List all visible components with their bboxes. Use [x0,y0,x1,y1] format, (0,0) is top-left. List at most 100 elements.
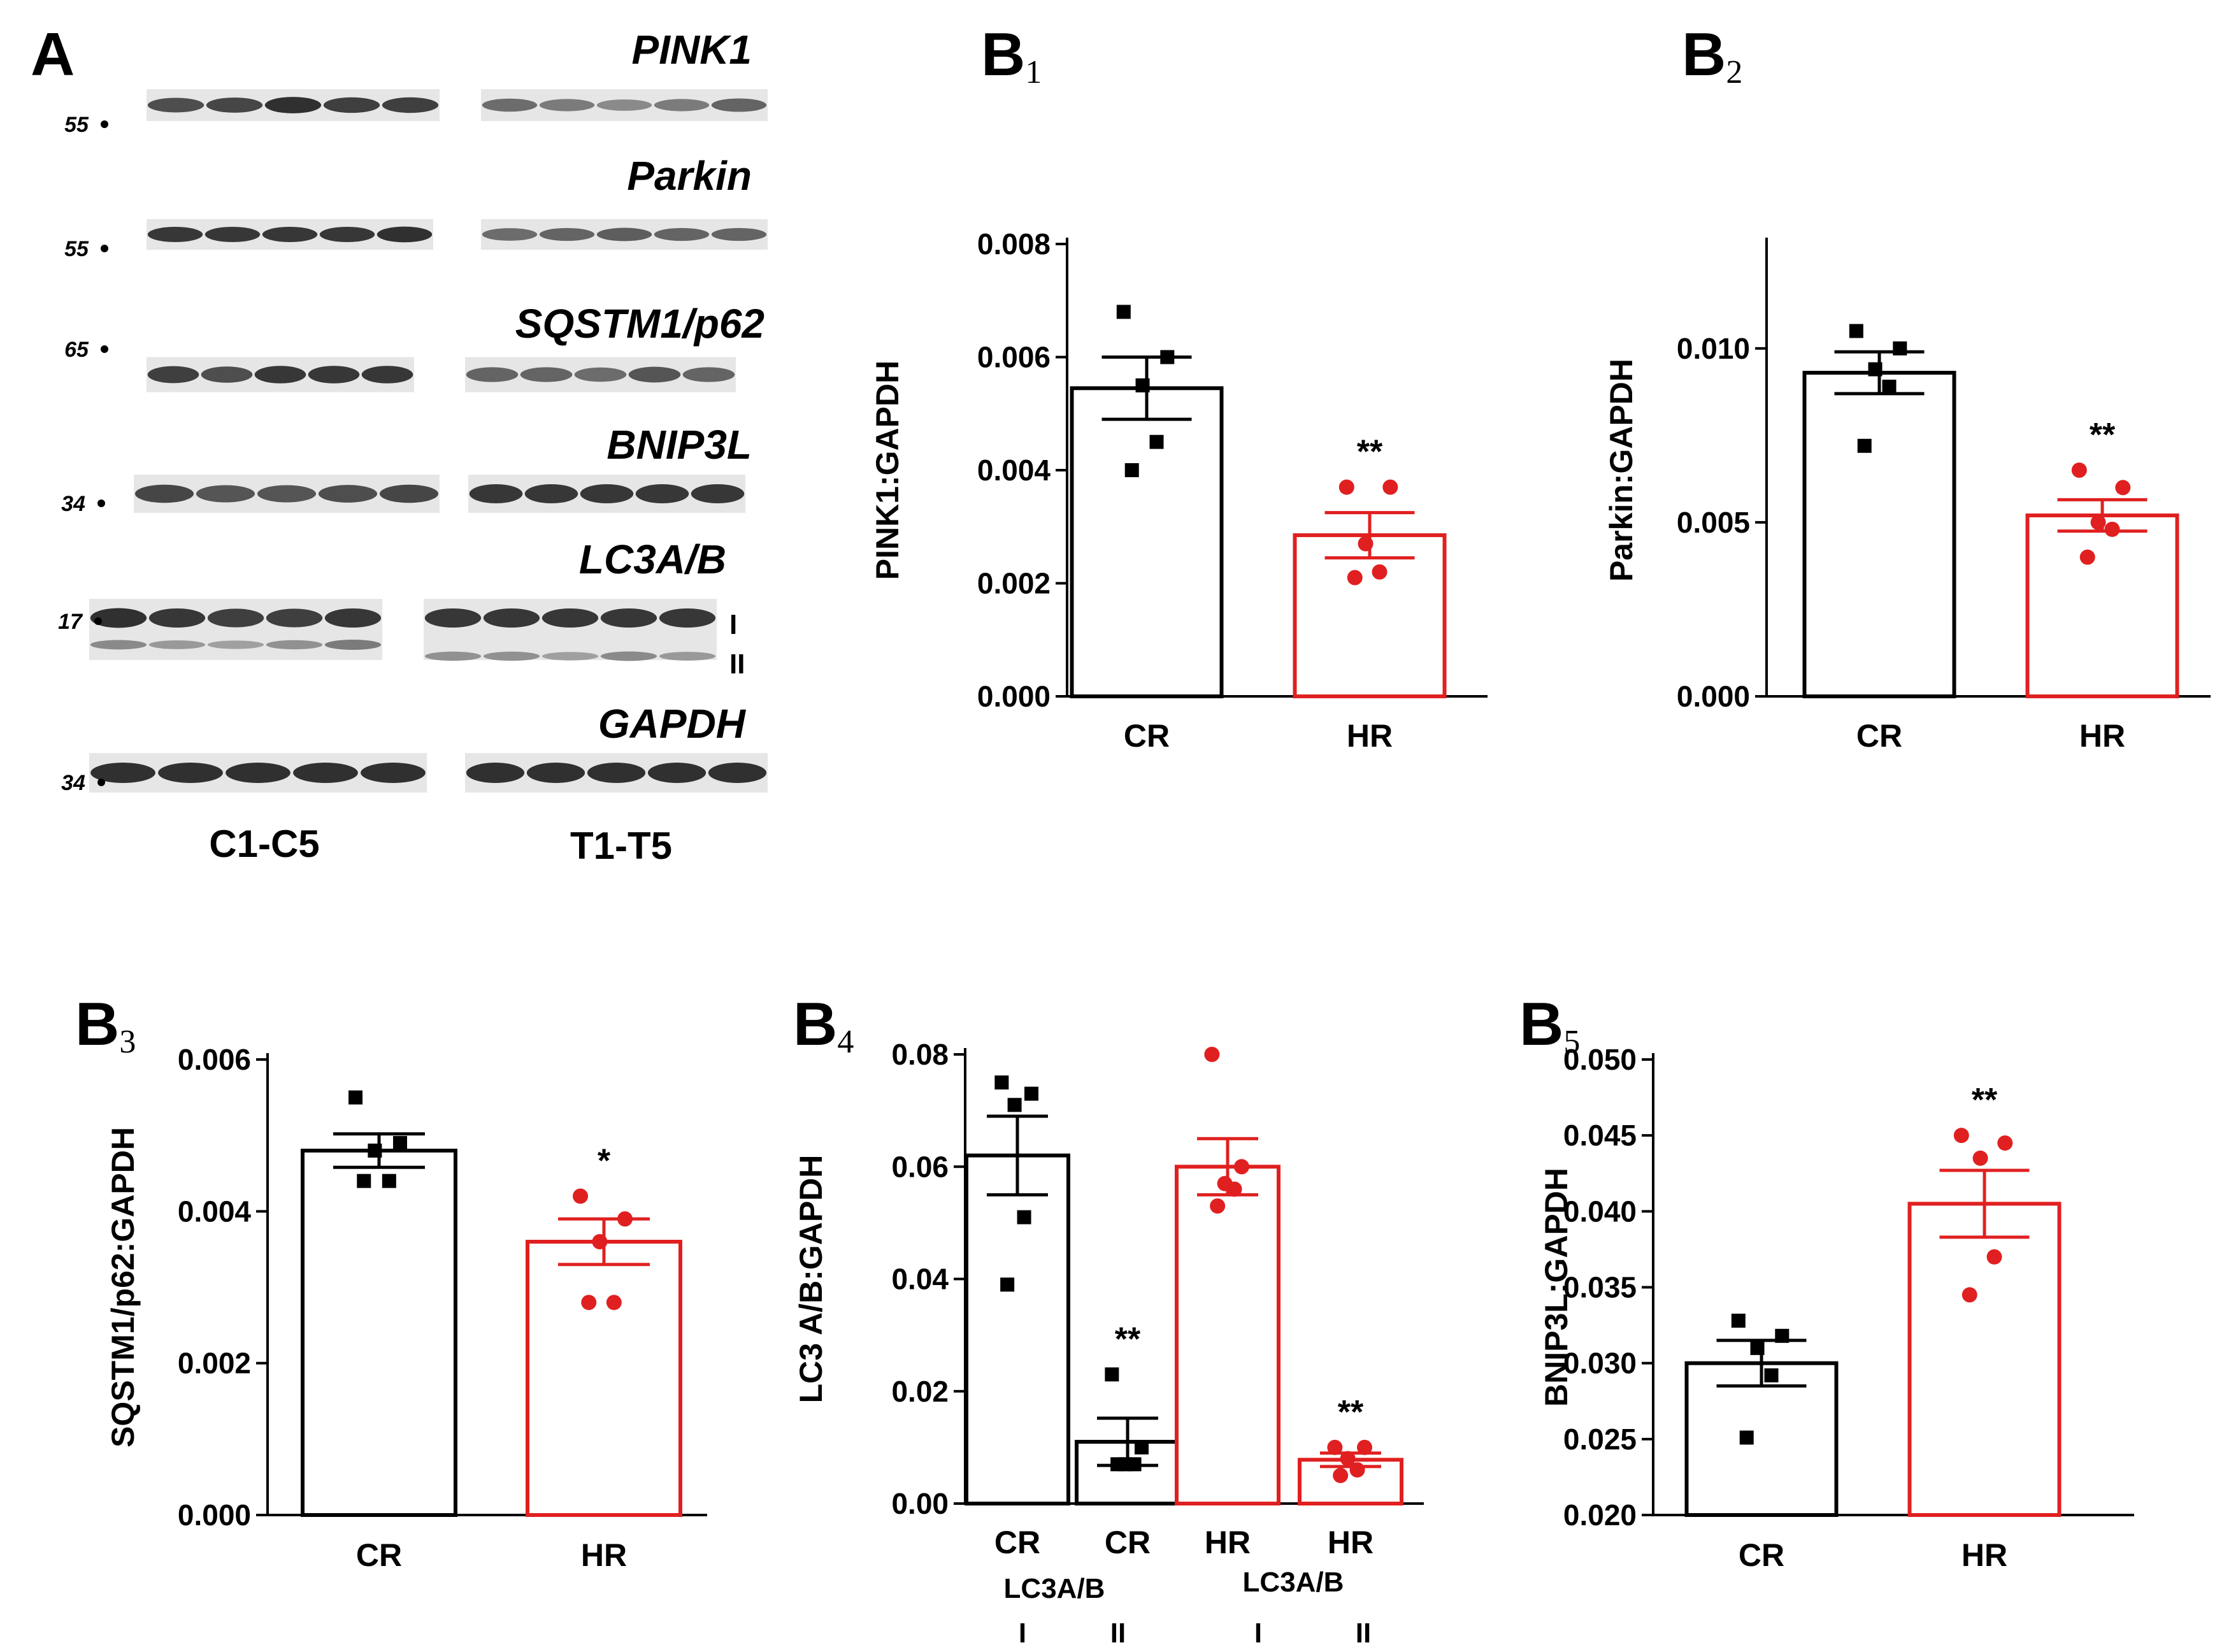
panel-label-b: B1 [981,20,1042,90]
blot-row: Parkin 55 [64,153,768,261]
bar [2025,514,2179,698]
bar [1175,1165,1280,1505]
band-label-ii: II [729,649,745,680]
y-axis-label: Parkin:GAPDH [1603,359,1639,582]
panel-label-b: B2 [1682,20,1742,90]
x-group-sub-label: II [1110,1618,1126,1649]
data-point [1358,536,1374,552]
control-band [264,97,322,113]
treated-band [483,608,540,628]
treated-band [659,608,716,628]
y-tick-label: 0.035 [1563,1271,1637,1304]
treated-band [520,367,573,382]
significance-label: ** [1972,1082,1998,1119]
significance-label: * [598,1143,611,1180]
y-tick-label: 0.08 [891,1038,949,1071]
chart-b3: B3 0.000 0.002 0.004 0.006 SQSTM1/p62:GAPDH CR… [75,990,707,1573]
panel-label-b: B4 [793,990,854,1060]
panel-letter: B [1519,990,1563,1058]
y-tick-label: 0.040 [1563,1195,1637,1228]
y-axis-label: PINK1:GAPDH [870,361,905,580]
panel-subscript: 3 [119,1024,136,1060]
data-point [1953,1128,1969,1144]
control-band [201,366,253,383]
significance-label: ** [1357,434,1383,471]
treated-band [542,608,599,628]
y-tick-label: 0.000 [1677,680,1750,713]
data-point [1333,1467,1349,1483]
treated-band [587,763,646,783]
treated-band [600,608,657,628]
x-category-label: HR [1962,1537,2007,1573]
bar [1070,386,1224,698]
blot-group-label: C1-C5 [209,822,319,865]
x-group-sub-label: I [1019,1618,1026,1649]
panel-subscript: 4 [837,1024,854,1060]
treated-band [482,228,538,241]
marker-dot [97,499,105,507]
data-point [357,1174,371,1188]
control-lower-band [324,639,382,650]
data-point [1127,1457,1142,1472]
control-band [361,763,426,783]
control-band [147,366,199,384]
y-tick-label: 0.06 [891,1150,949,1183]
control-band [377,226,433,243]
y-tick-label: 0.050 [1563,1043,1637,1076]
data-point [1007,1098,1022,1112]
treated-band [526,763,585,783]
panel-letter: B [793,990,837,1058]
control-band [147,226,203,243]
control-band [206,97,263,113]
treated-band [654,227,710,241]
bar [1293,533,1447,698]
x-category-label: HR [1347,718,1393,754]
data-point [1972,1150,1988,1166]
marker-label: 17 [58,610,83,634]
x-category-label: CR [1105,1525,1151,1560]
data-point [1750,1340,1765,1355]
protein-label: Parkin [627,153,752,199]
data-point [382,1174,396,1188]
panel-letter: B [981,20,1025,89]
treated-band [539,227,595,241]
data-point [1135,378,1150,392]
control-band [262,226,318,243]
treated-band [574,367,627,382]
data-point [1775,1328,1790,1343]
treated-band [682,367,735,382]
control-band [323,97,380,113]
treated-lower-band [600,651,657,661]
data-point [1739,1430,1754,1445]
y-axis-label: BNIP3L:GAPDH [1539,1168,1574,1407]
y-tick-label: 0.006 [977,341,1051,374]
data-point [2071,463,2087,478]
y-tick-label: 0.005 [1677,506,1750,539]
bar [526,1240,682,1517]
x-category-label: CR [1739,1537,1784,1573]
treated-lower-band [542,652,599,661]
y-tick-label: 0.04 [891,1263,949,1296]
y-tick-label: 0.010 [1677,332,1750,365]
data-point [1893,341,1907,356]
data-point [348,1090,363,1105]
control-band [266,608,323,628]
treated-band [424,608,482,628]
control-band [257,485,317,503]
band-label-i: I [729,609,737,640]
data-point [617,1211,633,1227]
blot-row: SQSTM1/p62 65 [64,301,764,392]
control-band [90,608,147,628]
blot-row: PINK1 55 [64,27,768,137]
control-band [254,366,306,384]
marker-dot [101,120,108,128]
y-tick-label: 0.004 [977,454,1051,487]
x-category-label: HR [1205,1525,1251,1560]
blot-group-label: T1-T5 [570,824,672,867]
blot-row: BNIP3L 34 [61,422,752,516]
treated-lower-band [483,651,540,661]
x-group-label: LC3A/B [1243,1567,1344,1598]
control-band [308,366,360,384]
data-point [1349,1462,1365,1478]
